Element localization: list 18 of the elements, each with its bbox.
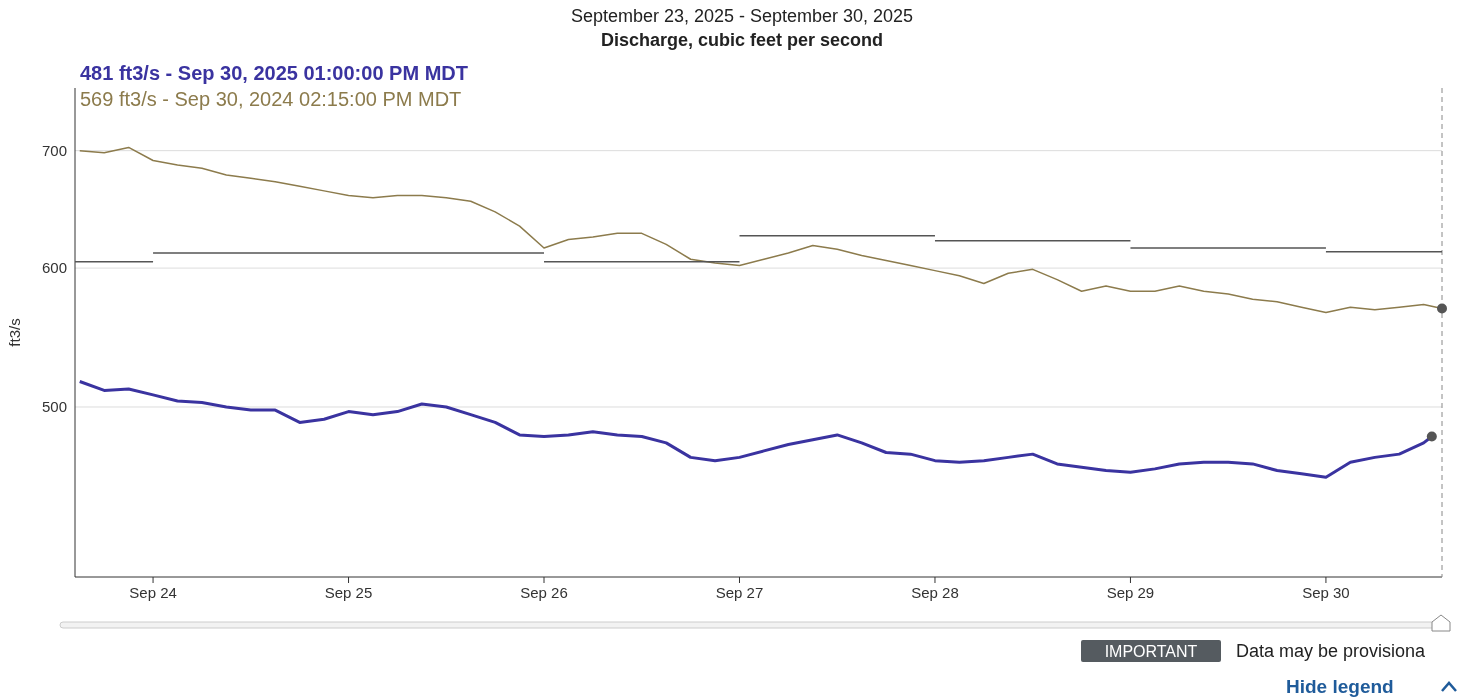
y-tick-label: 700 — [41, 141, 67, 159]
x-tick-label: Sep 27 — [715, 584, 764, 601]
text: Hide legend — [1286, 676, 1394, 697]
chart-title: September 23, 2025 - September 30, 2025 — [570, 6, 914, 26]
y-tick-label: 600 — [41, 259, 67, 277]
x-tick-label: Sep 25 — [324, 584, 373, 601]
x-tick-label: Sep 24 — [129, 584, 177, 601]
chart-subtitle: Discharge, cubic feet per second — [600, 30, 884, 50]
y-tick-label: 500 — [41, 398, 67, 415]
text: Data may be provisiona — [1236, 641, 1427, 661]
x-tick-label: Sep 30 — [1302, 584, 1350, 601]
text: IMPORTANT — [1104, 643, 1198, 660]
x-tick-label: Sep 28 — [911, 584, 959, 601]
text: 569 ft3/s - Sep 30, 2024 02:15:00 PM MDT — [80, 88, 462, 110]
y-axis-title: ft3/s — [6, 318, 23, 347]
x-tick-label: Sep 29 — [1106, 584, 1155, 601]
text: 481 ft3/s - Sep 30, 2025 01:00:00 PM MDT — [80, 62, 468, 84]
x-tick-label: Sep 26 — [520, 584, 568, 601]
